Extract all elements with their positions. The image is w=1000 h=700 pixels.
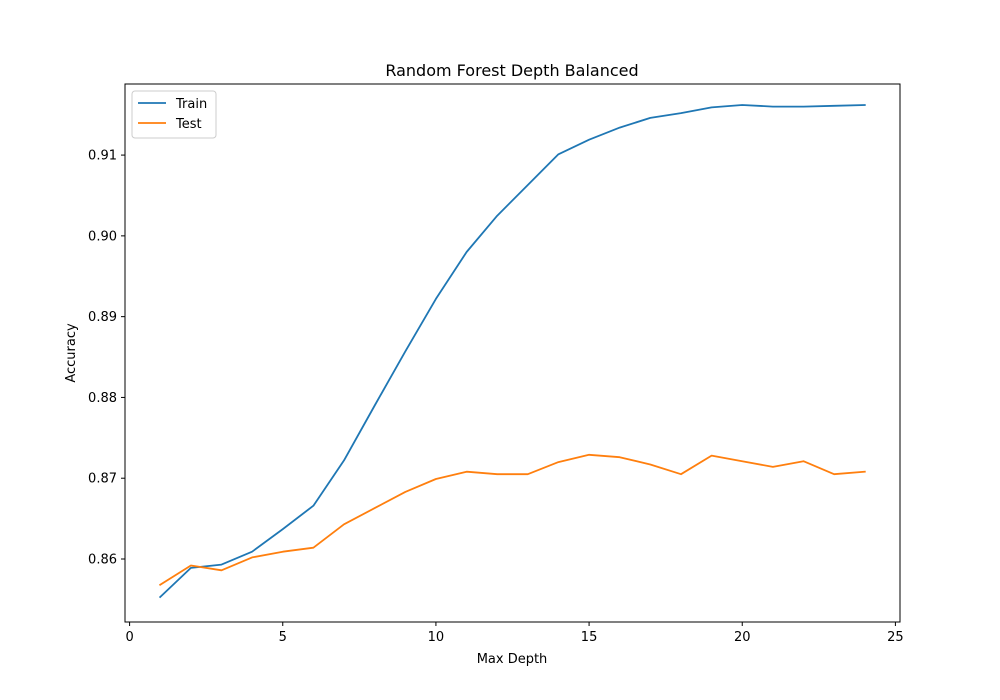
series-line-train [158,104,866,599]
legend-label-test: Test [175,117,202,132]
y-tick-label: 0.91 [88,149,117,164]
legend: Train Test [131,90,217,139]
x-tick-label: 20 [734,630,751,645]
chart-title: Random Forest Depth Balanced [385,61,638,80]
y-tick-label: 0.88 [88,391,117,406]
x-tick-label: 10 [428,630,445,645]
y-tick-label: 0.87 [88,472,117,487]
legend-label-train: Train [175,97,207,112]
y-tick-label: 0.89 [88,310,117,325]
x-axis-label: Max Depth [477,652,548,667]
x-axis: 0 5 10 15 20 25 [125,622,904,645]
x-tick-label: 0 [125,630,133,645]
x-tick-label: 25 [887,630,904,645]
series-line-test [158,453,866,587]
plot-area-frame [124,83,901,623]
series-layer [158,104,866,599]
y-axis: 0.86 0.87 0.88 0.89 0.90 0.91 [88,149,125,567]
y-tick-label: 0.90 [88,229,117,244]
y-tick-label: 0.86 [88,552,117,567]
x-tick-label: 15 [581,630,598,645]
x-tick-label: 5 [279,630,287,645]
y-axis-label: Accuracy [64,323,79,383]
